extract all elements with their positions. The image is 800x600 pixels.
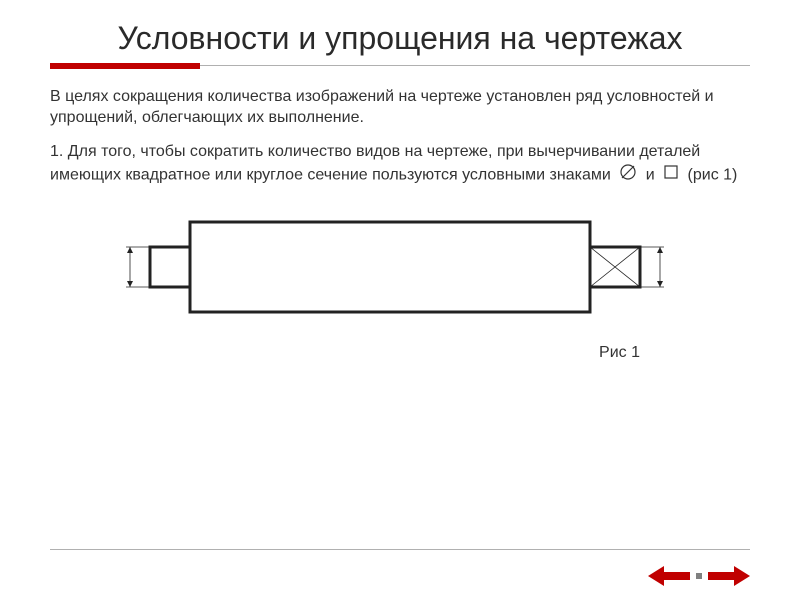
diameter-icon [619,163,637,188]
divider-line [200,65,750,66]
nav-arrows [648,564,750,588]
nav-separator-icon [696,573,702,579]
paragraph-2: 1. Для того, чтобы сократить количество … [50,142,750,188]
slide: Условности и упрощения на чертежах В цел… [0,0,800,600]
accent-bar [50,63,200,69]
paragraph-2c: (рис 1) [688,167,738,184]
square-icon [663,164,679,187]
slide-title: Условности и упрощения на чертежах [50,20,750,57]
next-button[interactable] [708,564,750,588]
paragraph-2a: 1. Для того, чтобы сократить количество … [50,143,700,183]
footer-divider [50,549,750,550]
paragraph-1: В целях сокращения количества изображени… [50,87,750,129]
title-underline [50,63,750,69]
figure-1 [50,202,750,332]
prev-button[interactable] [648,564,690,588]
paragraph-2b: и [646,167,655,184]
engineering-drawing [90,202,710,332]
figure-caption: Рис 1 [50,344,750,362]
